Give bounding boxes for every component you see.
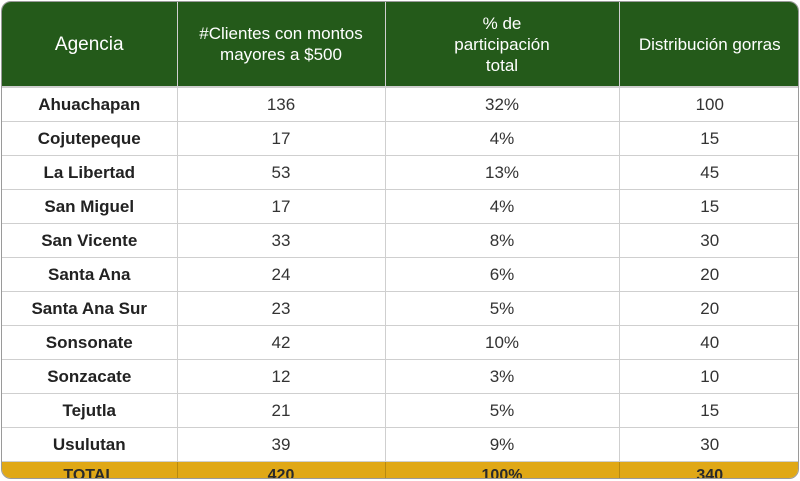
clientes-cell: 21 (177, 393, 386, 428)
agency-name-cell: Tejutla (2, 393, 178, 428)
clientes-cell: 17 (177, 121, 386, 156)
agency-name-cell: Sonzacate (2, 359, 178, 394)
participacion-cell: 13% (385, 155, 620, 190)
distribucion-cell: 20 (619, 257, 798, 292)
table-row: Sonzacate 12 3% 10 (2, 359, 798, 394)
participacion-cell: 4% (385, 121, 620, 156)
agency-name-cell: Cojutepeque (2, 121, 178, 156)
agency-name-cell: La Libertad (2, 155, 178, 190)
total-label: TOTAL (2, 461, 178, 478)
header-distribucion: Distribución gorras (619, 2, 798, 88)
participacion-cell: 10% (385, 325, 620, 360)
participacion-cell: 3% (385, 359, 620, 394)
participacion-cell: 32% (385, 87, 620, 122)
clientes-cell: 53 (177, 155, 386, 190)
agency-name-cell: Santa Ana Sur (2, 291, 178, 326)
participacion-cell: 9% (385, 427, 620, 462)
table-row: Santa Ana 24 6% 20 (2, 257, 798, 292)
distribucion-cell: 45 (619, 155, 798, 190)
clientes-cell: 24 (177, 257, 386, 292)
participacion-cell: 5% (385, 393, 620, 428)
clientes-cell: 12 (177, 359, 386, 394)
header-clientes: #Clientes con montos mayores a $500 (177, 2, 386, 88)
distribucion-cell: 30 (619, 427, 798, 462)
distribucion-cell: 40 (619, 325, 798, 360)
distribucion-cell: 15 (619, 189, 798, 224)
header-participacion: % de participación total (385, 2, 620, 88)
clientes-cell: 33 (177, 223, 386, 258)
agency-name-cell: San Miguel (2, 189, 178, 224)
participacion-cell: 8% (385, 223, 620, 258)
distribucion-cell: 30 (619, 223, 798, 258)
total-clientes: 420 (177, 461, 386, 478)
distribucion-cell: 10 (619, 359, 798, 394)
table-row: Sonsonate 42 10% 40 (2, 325, 798, 360)
clientes-cell: 42 (177, 325, 386, 360)
clientes-cell: 136 (177, 87, 386, 122)
participacion-cell: 5% (385, 291, 620, 326)
distribucion-cell: 15 (619, 121, 798, 156)
distribucion-cell: 20 (619, 291, 798, 326)
participacion-cell: 4% (385, 189, 620, 224)
agency-name-cell: Usulutan (2, 427, 178, 462)
clientes-cell: 39 (177, 427, 386, 462)
clientes-cell: 23 (177, 291, 386, 326)
agency-name-cell: San Vicente (2, 223, 178, 258)
clientes-cell: 17 (177, 189, 386, 224)
table-row: Cojutepeque 17 4% 15 (2, 121, 798, 156)
agency-name-cell: Santa Ana (2, 257, 178, 292)
table-row: Tejutla 21 5% 15 (2, 393, 798, 428)
table-row: La Libertad 53 13% 45 (2, 155, 798, 190)
agency-name-cell: Sonsonate (2, 325, 178, 360)
header-agencia: Agencia (2, 2, 178, 88)
table-row: San Vicente 33 8% 30 (2, 223, 798, 258)
total-distribucion: 340 (619, 461, 798, 478)
distribucion-cell: 100 (619, 87, 798, 122)
table-row: Santa Ana Sur 23 5% 20 (2, 291, 798, 326)
total-row: TOTAL 420 100% 340 (2, 461, 798, 478)
distribucion-cell: 15 (619, 393, 798, 428)
table-header-row: Agencia #Clientes con montos mayores a $… (2, 2, 798, 88)
table-row: San Miguel 17 4% 15 (2, 189, 798, 224)
participacion-cell: 6% (385, 257, 620, 292)
table-row: Usulutan 39 9% 30 (2, 427, 798, 462)
total-participacion: 100% (385, 461, 620, 478)
table-row: Ahuachapan 136 32% 100 (2, 87, 798, 122)
agency-name-cell: Ahuachapan (2, 87, 178, 122)
